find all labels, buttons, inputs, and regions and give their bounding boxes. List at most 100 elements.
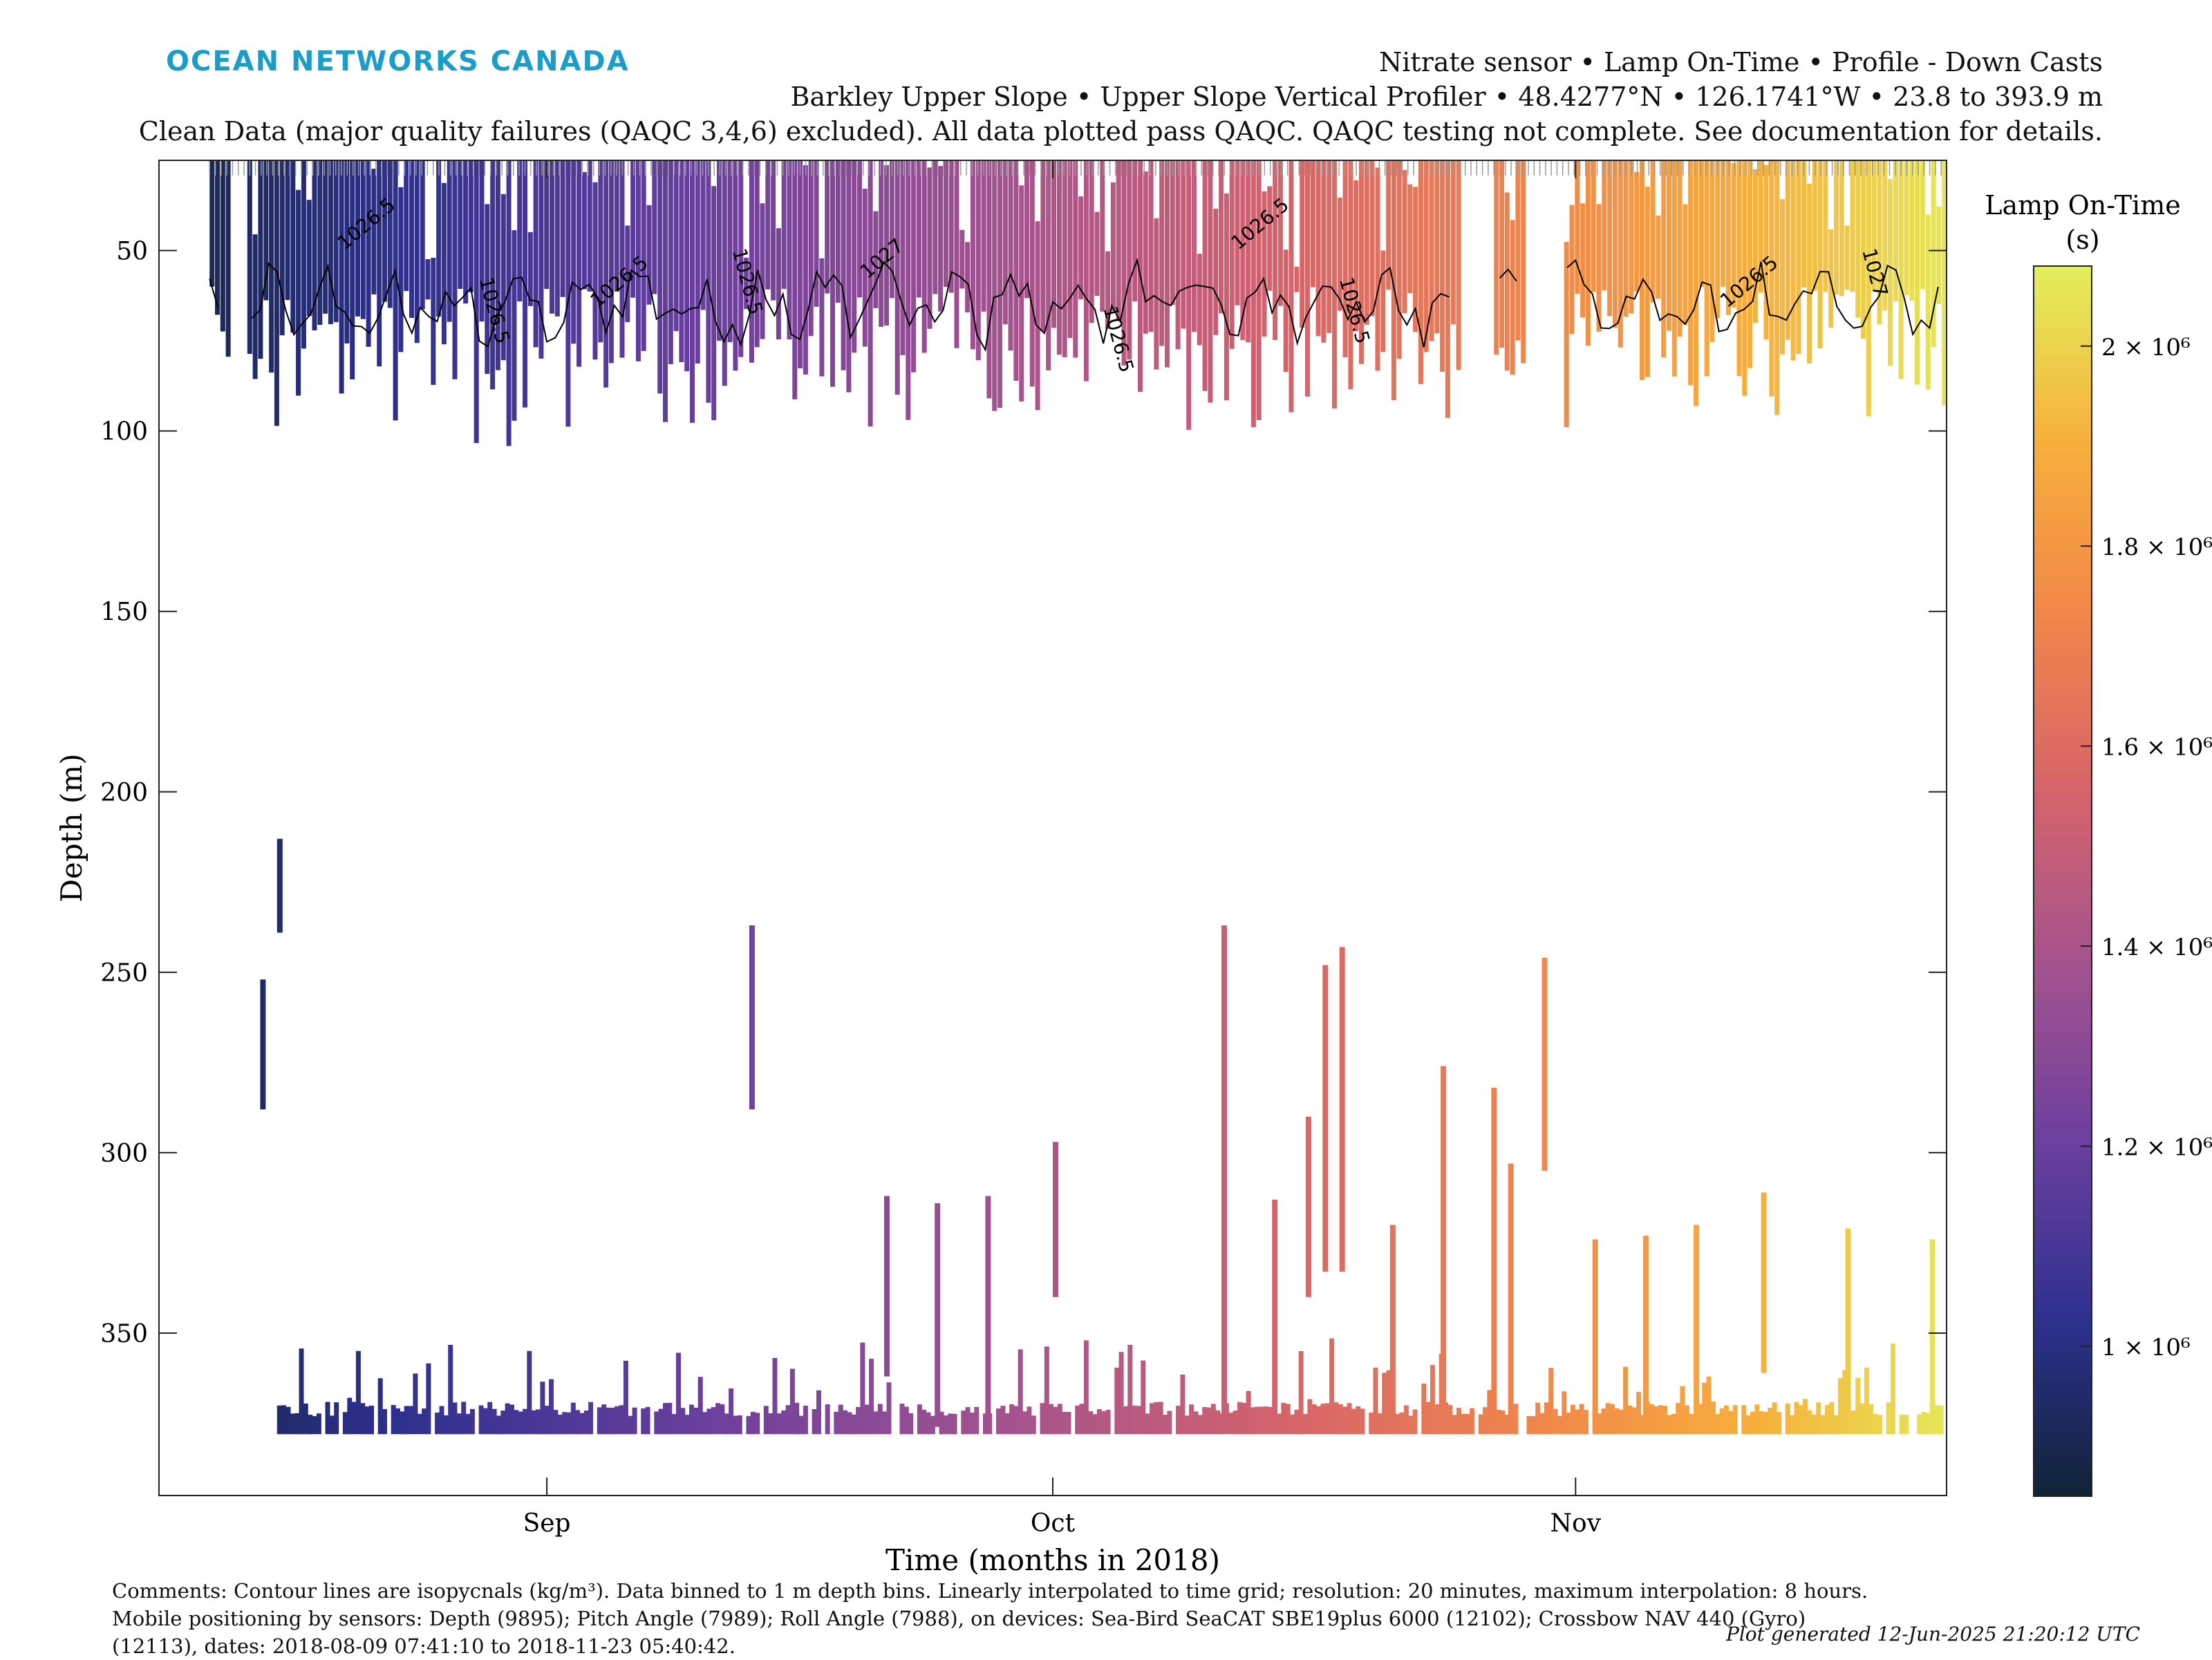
bottom-profile-bar <box>1597 1413 1602 1435</box>
bottom-profile-bar <box>860 1342 865 1435</box>
bottom-profile-bar <box>856 1406 861 1435</box>
bottom-profile-bar <box>553 1410 559 1435</box>
bottom-profile-bar <box>1163 1415 1168 1435</box>
upper-profile-bar <box>1273 160 1278 341</box>
upper-profile-bar <box>825 160 830 294</box>
upper-profile-bar <box>690 160 695 423</box>
bottom-profile-bar <box>676 1352 681 1435</box>
bottom-profile-bar <box>1320 1404 1326 1435</box>
upper-profile-bar <box>1369 160 1375 317</box>
bottom-profile-bar <box>588 1402 594 1435</box>
bottom-profile-bar <box>496 1415 501 1435</box>
deep-profile-bar <box>935 1203 941 1427</box>
bottom-profile-bar <box>1018 1349 1023 1435</box>
upper-profile-bar <box>377 160 382 367</box>
upper-profile-bar <box>1229 160 1235 349</box>
upper-profile-bar <box>1731 162 1736 308</box>
bottom-profile-bar <box>1154 1402 1159 1435</box>
bottom-profile-bar <box>334 1402 339 1435</box>
upper-profile-bar <box>1159 160 1165 346</box>
bottom-profile-bar <box>619 1405 624 1435</box>
deep-profile-bar <box>1322 965 1329 1272</box>
upper-profile-bar <box>1861 160 1866 339</box>
bottom-profile-bar <box>544 1406 550 1435</box>
bottom-profile-bar <box>303 1403 308 1435</box>
upper-profile-bar <box>1235 160 1240 305</box>
bottom-profile-bar <box>1150 1403 1154 1435</box>
upper-profile-bar <box>684 160 690 372</box>
bottom-profile-bar <box>1676 1403 1681 1435</box>
bottom-profile-bar <box>1921 1411 1927 1435</box>
bottom-profile-bar <box>435 1413 440 1435</box>
upper-profile-bar <box>1667 160 1671 331</box>
bottom-profile-bar <box>1430 1365 1435 1435</box>
upper-profile-bar <box>339 160 344 394</box>
x-tick-label: Nov <box>1550 1509 1602 1538</box>
bottom-profile-bar <box>1145 1413 1150 1435</box>
bottom-profile-bar <box>1623 1366 1629 1435</box>
upper-profile-bar <box>1564 242 1569 428</box>
bottom-profile-bar <box>1859 1403 1865 1435</box>
bottom-profile-bar <box>1837 1378 1843 1435</box>
bottom-profile-bar <box>1184 1415 1190 1435</box>
bottom-profile-bar <box>523 1408 527 1435</box>
comments-footnote: Comments: Contour lines are isopycnals (… <box>112 1579 1868 1658</box>
upper-profile-bar <box>1434 160 1440 334</box>
bottom-profile-bar <box>1031 1415 1036 1435</box>
bottom-profile-bar <box>1210 1404 1216 1435</box>
upper-profile-bar <box>1073 160 1078 358</box>
upper-profile-bar <box>975 160 981 361</box>
upper-profile-bar <box>765 160 771 290</box>
deep-profile-bar <box>1642 1236 1649 1427</box>
upper-profile-bar <box>1515 160 1521 341</box>
deep-profile-bar <box>1491 1088 1497 1427</box>
bottom-profile-bar <box>1732 1405 1738 1435</box>
upper-profile-bar <box>1186 160 1192 431</box>
bottom-profile-bar <box>1465 1414 1470 1435</box>
bottom-profile-bar <box>1079 1404 1085 1435</box>
bottom-profile-bar <box>671 1414 677 1435</box>
upper-profile-bar <box>1008 160 1013 351</box>
x-tick-label: Sep <box>523 1509 571 1538</box>
bottom-profile-bar <box>1631 1407 1637 1435</box>
upper-profile-bar <box>1056 160 1062 355</box>
bottom-profile-bar <box>1057 1404 1062 1435</box>
bottom-profile-bar <box>1268 1406 1273 1435</box>
bottom-profile-bar <box>395 1408 400 1435</box>
upper-profile-bar <box>921 160 927 353</box>
bottom-profile-bar <box>776 1413 782 1435</box>
bottom-profile-bar <box>1101 1411 1107 1435</box>
bottom-profile-bar <box>781 1410 787 1435</box>
upper-profile-bar <box>641 160 646 351</box>
bottom-profile-bar <box>1891 1343 1895 1435</box>
upper-profile-bar <box>1154 218 1159 370</box>
deep-profile-bar <box>1508 1163 1514 1427</box>
bottom-profile-bar <box>996 1408 1001 1435</box>
bottom-profile-bar <box>1356 1406 1361 1435</box>
bottom-profile-bar <box>1605 1403 1611 1435</box>
upper-profile-bar <box>1288 160 1294 413</box>
bottom-profile-bar <box>1333 1402 1339 1435</box>
upper-profile-bar <box>738 160 744 357</box>
upper-profile-bar <box>1758 160 1763 293</box>
upper-profile-bar <box>1704 160 1709 377</box>
upper-profile-bar <box>749 160 754 363</box>
bottom-profile-bar <box>1259 1406 1264 1435</box>
bottom-profile-bar <box>1009 1404 1015 1435</box>
bottom-profile-bar <box>803 1406 808 1435</box>
upper-profile-bar <box>425 259 431 300</box>
upper-profile-bar <box>1181 160 1186 329</box>
bottom-profile-bar <box>1277 1413 1282 1435</box>
bottom-profile-bar <box>930 1415 935 1435</box>
bottom-profile-bar <box>1544 1402 1549 1435</box>
upper-profile-bar <box>879 160 884 327</box>
upper-profile-bar <box>1310 160 1315 287</box>
bottom-profile-bar <box>1816 1402 1821 1435</box>
upper-profile-bar <box>523 160 527 408</box>
bottom-profile-bar <box>1745 1415 1751 1435</box>
bottom-profile-bar <box>720 1404 725 1435</box>
isopycnal-contour <box>251 257 1450 352</box>
bottom-profile-bar <box>1013 1406 1019 1435</box>
bottom-profile-bar <box>514 1410 519 1435</box>
bottom-profile-bar <box>1627 1405 1633 1435</box>
